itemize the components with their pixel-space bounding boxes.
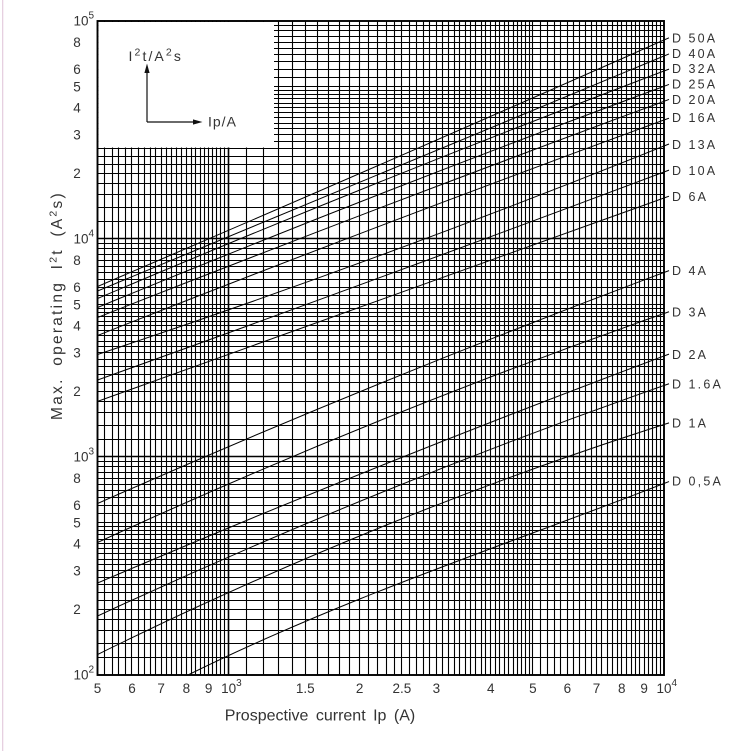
svg-text:5: 5 xyxy=(529,681,537,696)
svg-text:6: 6 xyxy=(73,498,81,513)
svg-text:D: D xyxy=(672,264,681,278)
svg-text:16A: 16A xyxy=(689,111,718,125)
svg-text:3: 3 xyxy=(73,128,81,143)
svg-text:7: 7 xyxy=(157,681,165,696)
svg-text:D: D xyxy=(672,417,681,431)
svg-text:2.5: 2.5 xyxy=(392,681,411,696)
svg-text:D: D xyxy=(672,475,681,489)
svg-text:8: 8 xyxy=(183,681,191,696)
svg-text:Max. operating I2t (A2s): Max. operating I2t (A2s) xyxy=(48,191,67,420)
svg-text:2: 2 xyxy=(73,602,81,617)
svg-text:D: D xyxy=(672,47,681,61)
svg-text:9: 9 xyxy=(640,681,648,696)
svg-text:2: 2 xyxy=(73,166,81,181)
svg-text:1.5: 1.5 xyxy=(296,681,315,696)
svg-text:D: D xyxy=(672,111,681,125)
svg-text:2A: 2A xyxy=(689,348,709,362)
svg-text:40A: 40A xyxy=(689,47,718,61)
svg-text:4A: 4A xyxy=(689,264,709,278)
svg-text:8: 8 xyxy=(73,253,81,268)
svg-text:4: 4 xyxy=(73,318,81,333)
svg-text:9: 9 xyxy=(205,681,213,696)
svg-text:8: 8 xyxy=(73,471,81,486)
svg-text:D: D xyxy=(672,190,681,204)
svg-text:D: D xyxy=(672,164,681,178)
svg-text:20A: 20A xyxy=(689,93,718,107)
svg-text:50A: 50A xyxy=(689,32,718,46)
svg-text:D: D xyxy=(672,62,681,76)
svg-text:7: 7 xyxy=(593,681,601,696)
svg-text:0,5A: 0,5A xyxy=(689,475,724,489)
svg-text:1.6A: 1.6A xyxy=(689,378,724,392)
svg-text:13A: 13A xyxy=(689,138,718,152)
svg-text:3A: 3A xyxy=(689,306,709,320)
svg-text:8: 8 xyxy=(73,35,81,50)
svg-text:5: 5 xyxy=(73,297,81,312)
svg-text:6: 6 xyxy=(564,681,572,696)
svg-text:D: D xyxy=(672,306,681,320)
svg-text:5: 5 xyxy=(73,515,81,530)
svg-text:6: 6 xyxy=(128,681,136,696)
svg-text:6: 6 xyxy=(73,280,81,295)
svg-text:3: 3 xyxy=(73,346,81,361)
svg-text:D: D xyxy=(672,138,681,152)
svg-text:3: 3 xyxy=(433,681,441,696)
svg-text:10A: 10A xyxy=(689,164,718,178)
svg-text:D: D xyxy=(672,32,681,46)
svg-text:D: D xyxy=(672,378,681,392)
svg-text:5: 5 xyxy=(94,681,102,696)
svg-text:Ip/A: Ip/A xyxy=(208,114,237,130)
svg-text:2: 2 xyxy=(73,384,81,399)
svg-text:32A: 32A xyxy=(689,62,718,76)
svg-text:4: 4 xyxy=(73,536,81,551)
svg-text:8: 8 xyxy=(618,681,626,696)
svg-text:5: 5 xyxy=(73,79,81,94)
svg-text:6A: 6A xyxy=(689,190,709,204)
svg-text:1A: 1A xyxy=(689,417,709,431)
svg-text:25A: 25A xyxy=(689,78,718,92)
svg-text:D: D xyxy=(672,93,681,107)
svg-text:4: 4 xyxy=(73,100,81,115)
svg-text:3: 3 xyxy=(73,564,81,579)
svg-text:D: D xyxy=(672,78,681,92)
svg-text:4: 4 xyxy=(487,681,495,696)
svg-text:Prospective current Ip (A): Prospective current Ip (A) xyxy=(225,708,415,725)
svg-text:2: 2 xyxy=(356,681,364,696)
svg-text:6: 6 xyxy=(73,62,81,77)
svg-text:D: D xyxy=(672,348,681,362)
